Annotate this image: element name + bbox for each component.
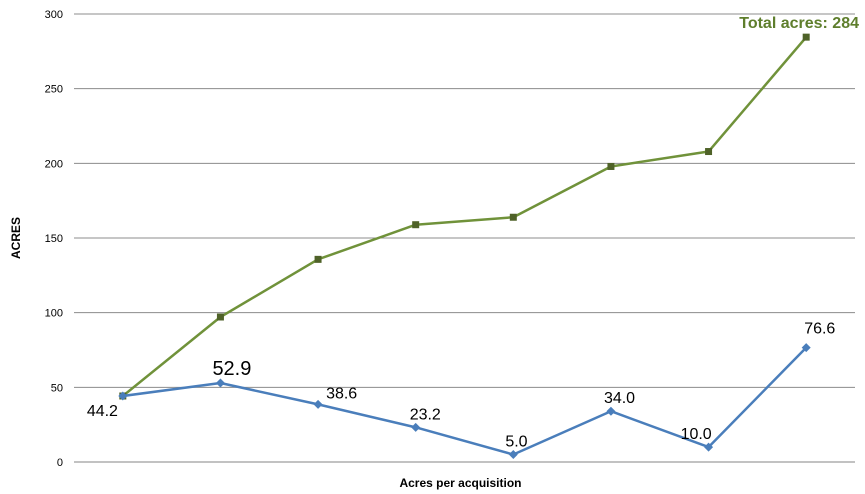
y-tick-label: 300 [45, 9, 63, 21]
y-tick-label: 50 [51, 382, 63, 394]
y-tick-label: 250 [45, 84, 63, 96]
square-marker [607, 162, 615, 170]
data-label: 10.0 [681, 426, 712, 443]
y-axis-tick-labels: 0 50 100 150 200 250 300 [45, 9, 63, 469]
data-label: 23.2 [410, 406, 441, 423]
data-label: 5.0 [505, 434, 527, 451]
data-label: 76.6 [804, 321, 835, 338]
data-labels-layer: 44.2 52.9 38.6 23.2 5.0 34.0 10.0 76.6 [87, 321, 836, 451]
data-label: 34.0 [604, 390, 635, 407]
x-axis-title: Acres per acquisition [399, 476, 521, 490]
series-line [122, 36, 808, 397]
square-marker [705, 148, 713, 156]
y-tick-label: 100 [45, 308, 63, 320]
y-tick-label: 0 [57, 457, 63, 469]
diamond-marker [508, 450, 518, 460]
data-label: 38.6 [326, 385, 357, 402]
square-marker [314, 255, 322, 263]
square-marker [216, 313, 224, 321]
diamond-marker [411, 422, 421, 432]
series-layer [118, 33, 811, 460]
square-marker [509, 213, 517, 221]
y-tick-label: 200 [45, 158, 63, 170]
diamond-marker [801, 343, 811, 353]
diamond-marker [118, 391, 128, 401]
data-label: 52.9 [212, 358, 251, 380]
series-line [122, 346, 808, 456]
data-label: 44.2 [87, 403, 118, 420]
square-marker [412, 221, 420, 229]
diamond-marker [215, 378, 225, 388]
diamond-marker [606, 406, 616, 416]
diamond-marker [313, 399, 323, 409]
total-acres-annotation: Total acres: 284 [739, 15, 859, 32]
y-axis-title: ACRES [9, 217, 23, 259]
diamond-marker [704, 442, 714, 452]
square-marker [802, 33, 810, 41]
gridlines [74, 13, 855, 463]
y-tick-label: 150 [45, 233, 63, 245]
